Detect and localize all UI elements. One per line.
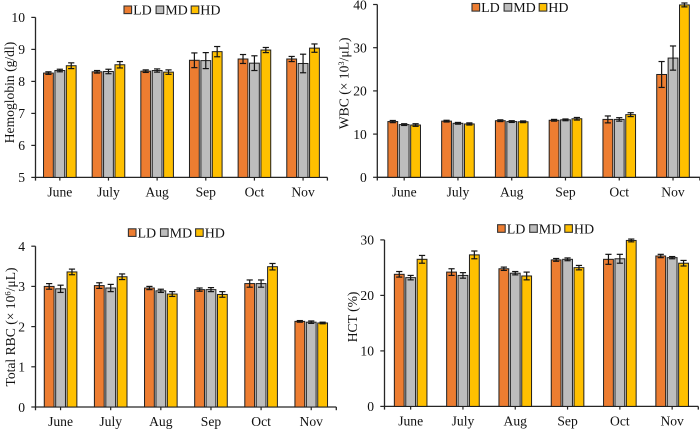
svg-text:Nov: Nov (661, 184, 685, 199)
svg-text:HD: HD (205, 226, 225, 241)
svg-text:0: 0 (360, 170, 367, 185)
svg-text:LD: LD (138, 226, 157, 241)
svg-text:MD: MD (165, 4, 188, 19)
svg-text:July: July (447, 184, 470, 199)
svg-text:4: 4 (18, 239, 25, 254)
svg-text:Aug: Aug (500, 184, 524, 199)
svg-text:Aug: Aug (149, 414, 173, 429)
svg-text:Nov: Nov (300, 414, 324, 429)
svg-text:20: 20 (353, 84, 367, 99)
svg-text:HD: HD (200, 4, 220, 19)
svg-text:40: 40 (353, 0, 367, 12)
svg-text:MD: MD (539, 222, 562, 237)
svg-text:Hemoglobin (g/dl): Hemoglobin (g/dl) (2, 42, 18, 144)
svg-text:Sep: Sep (557, 413, 578, 428)
svg-text:8: 8 (18, 74, 25, 89)
svg-text:7: 7 (18, 106, 25, 121)
svg-text:July: July (97, 184, 120, 199)
svg-text:Nov: Nov (660, 413, 684, 428)
svg-text:HCT (%): HCT (%) (345, 292, 361, 343)
svg-text:Sep: Sep (196, 184, 217, 199)
svg-text:MD: MD (513, 1, 536, 16)
svg-text:HD: HD (548, 1, 568, 16)
svg-text:HD: HD (574, 222, 594, 237)
svg-text:June: June (47, 184, 72, 199)
svg-text:3: 3 (18, 279, 25, 294)
svg-text:LD: LD (481, 1, 500, 16)
svg-text:Oct: Oct (251, 414, 271, 429)
svg-text:30: 30 (353, 41, 367, 56)
svg-text:6: 6 (18, 138, 25, 153)
svg-text:Nov: Nov (291, 184, 315, 199)
svg-text:20: 20 (360, 288, 374, 303)
svg-text:MD: MD (170, 226, 193, 241)
svg-text:Oct: Oct (245, 184, 265, 199)
svg-text:Total RBC (× 106/μL): Total RBC (× 106/μL) (2, 267, 19, 386)
svg-text:Oct: Oct (609, 184, 629, 199)
svg-text:0: 0 (367, 399, 374, 414)
svg-text:0: 0 (18, 400, 25, 415)
svg-text:Oct: Oct (610, 413, 630, 428)
svg-text:Aug: Aug (145, 184, 169, 199)
svg-text:30: 30 (360, 233, 374, 248)
svg-text:10: 10 (360, 344, 374, 359)
svg-text:July: July (99, 414, 122, 429)
svg-text:10: 10 (11, 10, 25, 25)
svg-text:10: 10 (353, 127, 367, 142)
svg-text:5: 5 (18, 170, 25, 185)
svg-text:1: 1 (18, 360, 25, 375)
svg-text:June: June (48, 414, 73, 429)
svg-text:July: July (452, 413, 475, 428)
svg-text:June: June (392, 184, 417, 199)
svg-text:Sep: Sep (555, 184, 576, 199)
svg-text:Sep: Sep (201, 414, 222, 429)
svg-text:LD: LD (507, 222, 526, 237)
svg-text:LD: LD (133, 4, 152, 19)
svg-text:Aug: Aug (504, 413, 528, 428)
svg-text:9: 9 (18, 42, 25, 57)
svg-text:2: 2 (18, 319, 25, 334)
svg-text:June: June (398, 413, 423, 428)
svg-text:WBC (× 103/μL): WBC (× 103/μL) (336, 37, 353, 129)
